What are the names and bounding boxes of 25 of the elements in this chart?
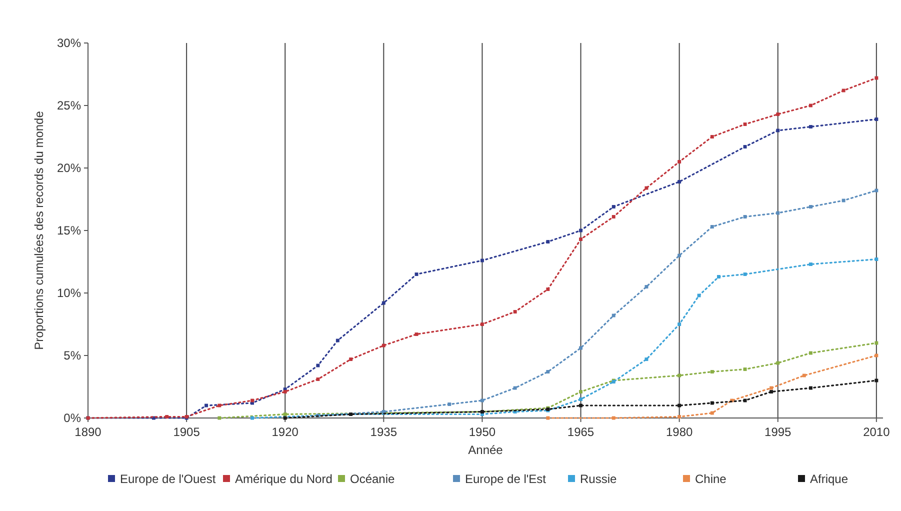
x-tick-label: 1980: [666, 425, 693, 439]
y-tick-label: 30%: [56, 36, 82, 50]
x-tick-label: 2010: [863, 425, 890, 439]
legend-label: Amérique du Nord: [235, 472, 332, 486]
y-tick-label: 25%: [56, 98, 82, 112]
legend-label: Afrique: [810, 472, 848, 486]
x-axis-title: Année: [468, 443, 504, 457]
x-tick-label: 1905: [173, 425, 200, 439]
y-tick-label: 15%: [56, 224, 82, 238]
x-tick-label: 1965: [567, 425, 594, 439]
x-tick-label: 1935: [370, 425, 398, 439]
legend-label: Europe de l'Est: [465, 472, 547, 486]
legend-label: Chine: [695, 472, 727, 486]
legend-label: Russie: [580, 472, 618, 486]
y-tick-label: 10%: [56, 286, 82, 300]
x-tick-label: 1950: [468, 425, 496, 439]
legend-label: Océanie: [350, 472, 396, 486]
y-tick-label: 20%: [56, 161, 82, 175]
legend-label: Europe de l'Ouest: [120, 472, 216, 486]
x-tick-label: 1920: [272, 425, 299, 439]
y-tick-label: 5%: [64, 348, 82, 362]
y-tick-label: 0%: [64, 411, 82, 425]
x-tick-label: 1995: [764, 425, 792, 439]
x-tick-label: 1890: [74, 425, 102, 439]
y-axis-title: Proportions cumulées des records du monde: [32, 110, 46, 350]
